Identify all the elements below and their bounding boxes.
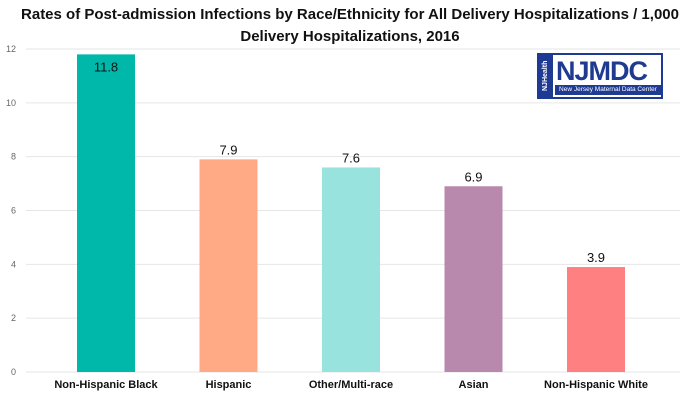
y-tick-label-12: 12	[6, 44, 16, 54]
chart-title-line-1: Rates of Post-admission Infections by Ra…	[21, 6, 679, 23]
logo-sub-text: New Jersey Maternal Data Center	[555, 85, 661, 95]
x-tick-label-1: Hispanic	[206, 379, 252, 391]
data-label-2: 7.6	[342, 150, 360, 165]
logo-main-text: NJMDC	[556, 56, 648, 86]
logo-side-text: NJHealth	[539, 55, 553, 97]
bar-4	[567, 267, 625, 372]
x-tick-label-4: Non-Hispanic White	[544, 379, 648, 391]
y-tick-label-2: 2	[11, 313, 16, 323]
data-labels: 11.8 7.9 7.6 6.9 3.9	[94, 59, 605, 265]
bar-0	[77, 54, 135, 373]
y-tick-label-6: 6	[11, 206, 16, 216]
y-axis-ticks: 0 2 4 6 8 10 12	[6, 44, 16, 377]
y-tick-label-8: 8	[11, 152, 16, 162]
chart-title-line-2: Delivery Hospitalizations, 2016	[240, 28, 460, 45]
x-axis-labels: Non-Hispanic Black Hispanic Other/Multi-ra…	[54, 379, 648, 391]
x-tick-label-3: Asian	[459, 379, 489, 391]
data-label-1: 7.9	[219, 142, 237, 157]
chart-title: Rates of Post-admission Infections by Ra…	[0, 4, 700, 48]
x-tick-label-0: Non-Hispanic Black	[54, 379, 158, 391]
data-label-0: 11.8	[94, 59, 118, 74]
bar-2	[322, 167, 380, 372]
data-label-4: 3.9	[587, 250, 605, 265]
y-tick-label-4: 4	[11, 259, 16, 269]
data-label-3: 6.9	[464, 169, 482, 184]
bars	[77, 54, 625, 373]
y-tick-label-0: 0	[11, 367, 16, 377]
bar-1	[199, 159, 258, 372]
y-tick-label-10: 10	[6, 98, 16, 108]
njmdc-logo: NJHealth NJMDC New Jersey Maternal Data …	[537, 53, 663, 99]
bar-3	[444, 186, 503, 372]
x-tick-label-2: Other/Multi-race	[309, 379, 393, 391]
